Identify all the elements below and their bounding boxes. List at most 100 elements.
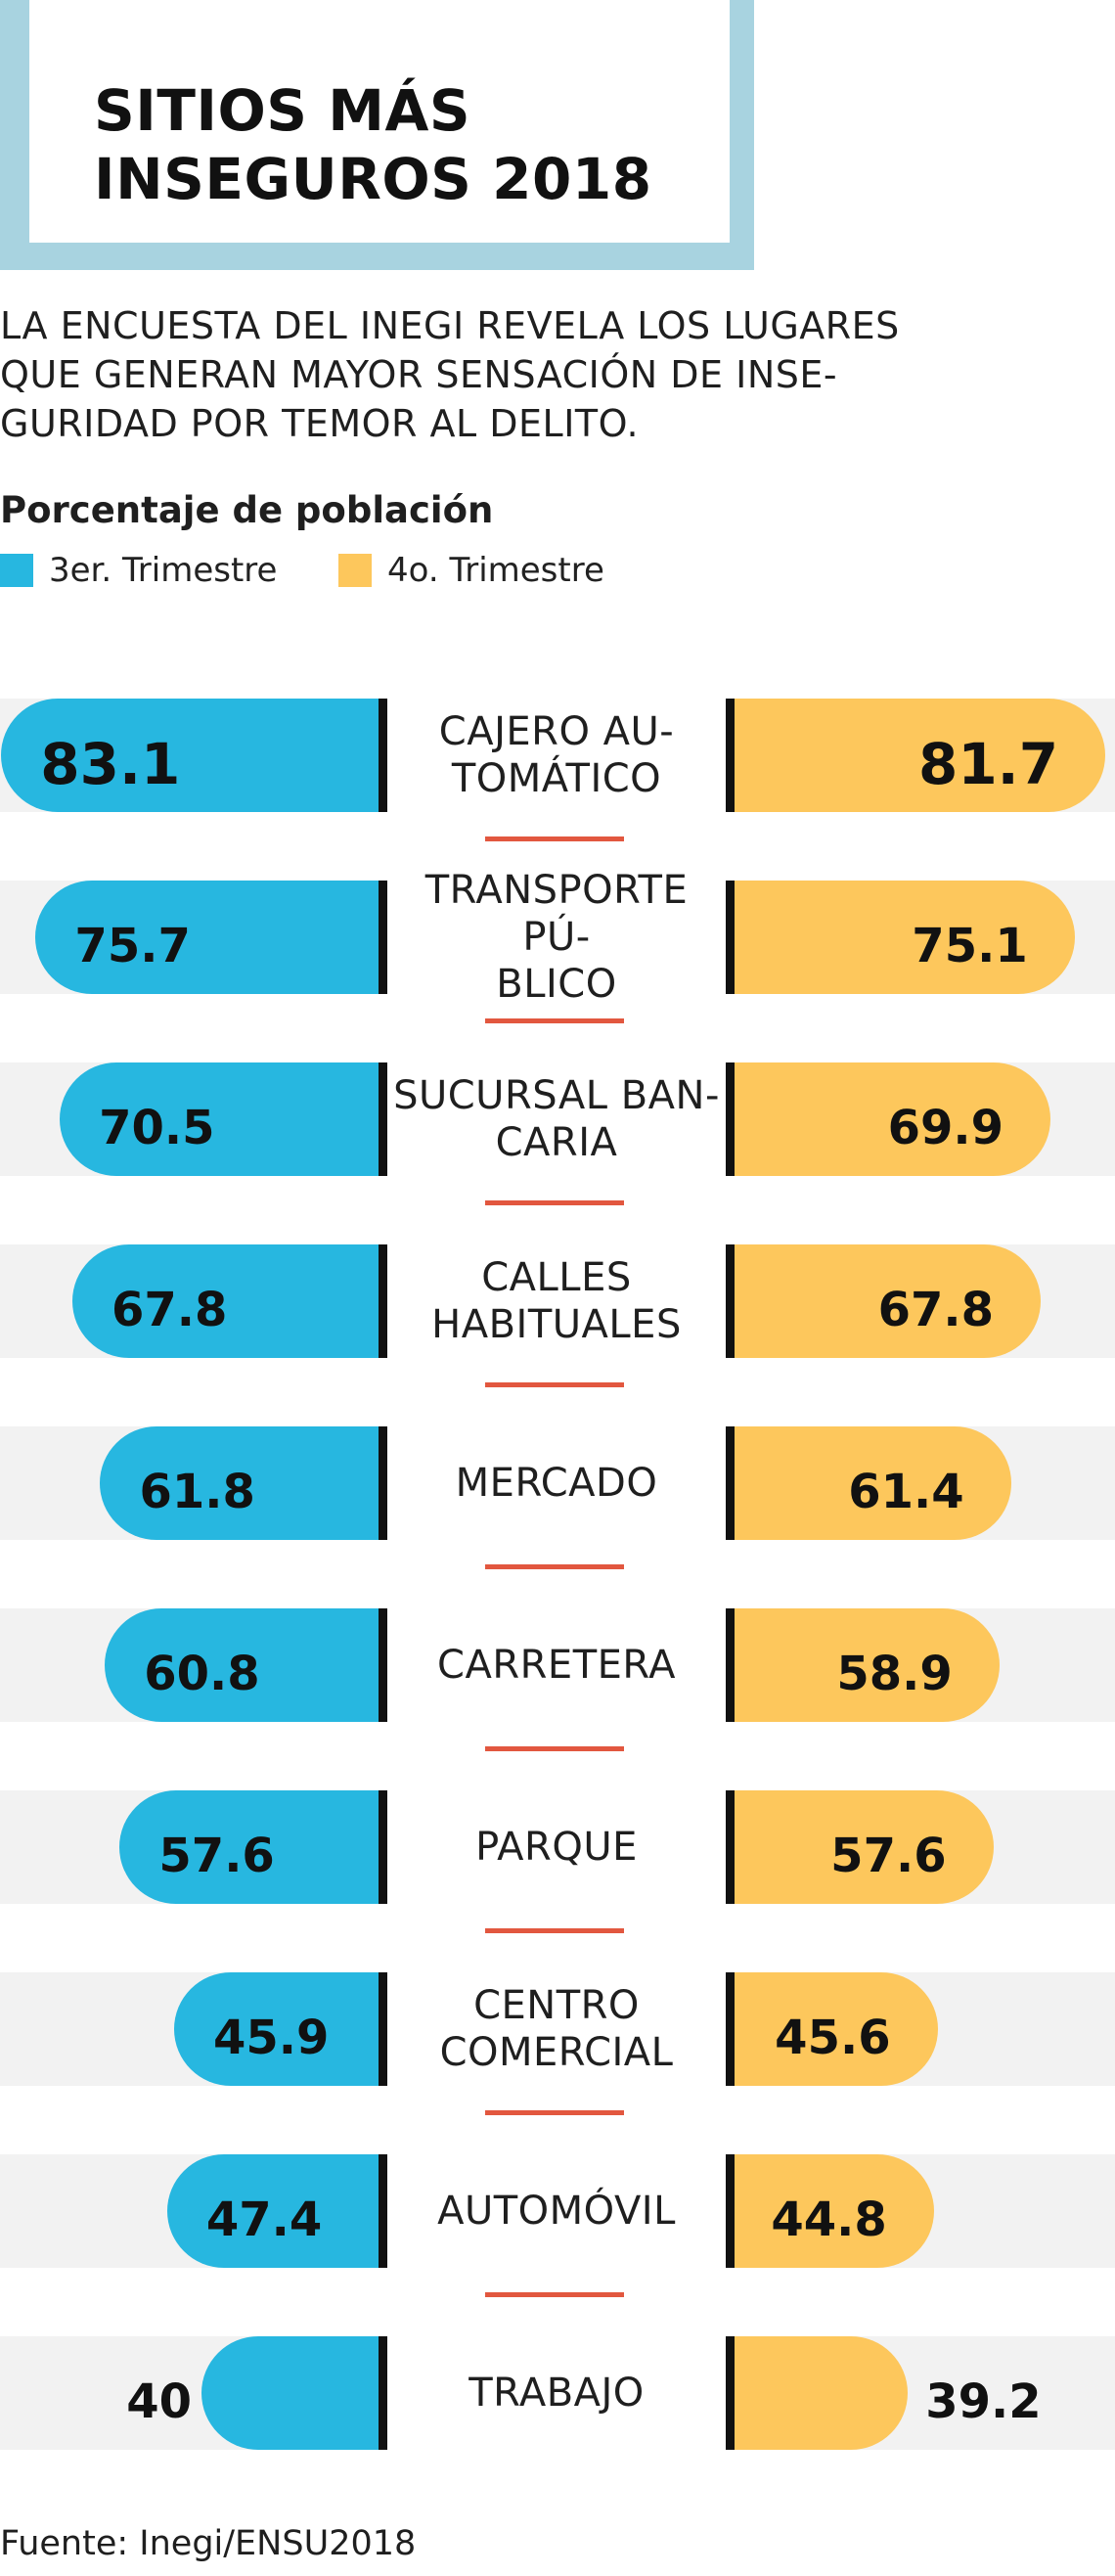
separator-line (485, 2292, 624, 2297)
value-label-q3: 75.7 (74, 919, 191, 973)
axis-line-left (379, 2154, 387, 2268)
legend-label-q3: 3er. Trimestre (49, 551, 278, 590)
axis-line-right (726, 2336, 735, 2450)
bar-q3 (35, 881, 387, 994)
category-label: CENTRO COMERCIAL (439, 1983, 674, 2075)
axis-line-right (726, 1062, 735, 1176)
bar-q3 (1, 699, 387, 812)
bar-q4 (726, 699, 1106, 812)
chart-row: 61.8 61.4 MERCADO (0, 1413, 1115, 1595)
chart-row: 70.5 69.9 SUCURSAL BAN- CARIA (0, 1049, 1115, 1231)
value-label-q3: 57.6 (158, 1829, 275, 1883)
value-label-q4: 67.8 (877, 1283, 995, 1337)
value-label-q3: 61.8 (139, 1465, 255, 1519)
value-label-q4: 45.6 (775, 2011, 891, 2065)
bar-q4 (726, 1062, 1051, 1176)
bar-q4 (726, 2154, 934, 2268)
separator-line (485, 1564, 624, 1569)
axis-line-left (379, 2336, 387, 2450)
axis-line-right (726, 699, 735, 812)
value-label-q3: 70.5 (99, 1101, 215, 1155)
value-label-q4: 58.9 (836, 1647, 953, 1701)
legend-swatch-q3 (0, 554, 33, 587)
legend-swatch-q4 (338, 554, 372, 587)
axis-line-left (379, 1244, 387, 1358)
value-label-q4: 61.4 (848, 1465, 964, 1519)
page-title: SITIOS MÁS INSEGUROS 2018 (94, 77, 652, 212)
axis-line-right (726, 1244, 735, 1358)
separator-line (485, 1200, 624, 1205)
bar-q4 (726, 1790, 994, 1904)
title-frame (0, 0, 754, 270)
axis-line-left (379, 1608, 387, 1722)
value-label-q3: 83.1 (40, 731, 181, 797)
bar-q4 (726, 1244, 1042, 1358)
chart-row: 45.9 45.6 CENTRO COMERCIAL (0, 1959, 1115, 2141)
category-label: TRANSPORTE PÚ- BLICO (424, 868, 689, 1007)
separator-line (485, 1382, 624, 1387)
value-label-q4: 44.8 (771, 2192, 887, 2247)
axis-line-left (379, 1426, 387, 1540)
bar-q3 (71, 1244, 387, 1358)
value-label-q3: 60.8 (144, 1647, 260, 1701)
axis-line-left (379, 1062, 387, 1176)
value-label-q3: 45.9 (212, 2011, 330, 2065)
chart-row: 60.8 58.9 CARRETERA (0, 1595, 1115, 1777)
bar-q3 (166, 2154, 387, 2268)
mirrored-bar-chart: 83.1 81.7 CAJERO AU- TOMÁTICO 75.7 75.1 TRANS… (0, 685, 1115, 2456)
chart-row: 47.4 44.8 AUTOMÓVIL (0, 2141, 1115, 2323)
chart-row: 67.8 67.8 CALLES HABITUALES (0, 1231, 1115, 1413)
chart-row: 40 39.2 TRABAJO (0, 2323, 1115, 2505)
bar-q4 (726, 1972, 938, 2086)
category-label: CAJERO AU- TOMÁTICO (438, 709, 675, 801)
category-label: AUTOMÓVIL (437, 2189, 676, 2234)
intro-text: LA ENCUESTA DEL INEGI REVELA LOS LUGARES… (0, 304, 900, 445)
chart-row: 57.6 57.6 PARQUE (0, 1777, 1115, 1959)
title-box (29, 0, 730, 243)
chart-row: 75.7 75.1 TRANSPORTE PÚ- BLICO (0, 867, 1115, 1049)
category-label: MERCADO (455, 1461, 658, 1506)
chart-subtitle: Porcentaje de población (0, 489, 494, 531)
legend-item-q4: 4o. Trimestre (338, 546, 604, 595)
category-label: TRABAJO (468, 2371, 645, 2416)
bar-q3 (119, 1790, 387, 1904)
value-label-q4: 69.9 (887, 1101, 1004, 1155)
value-label-q3: 67.8 (111, 1283, 228, 1337)
category-label: SUCURSAL BAN- CARIA (393, 1073, 720, 1165)
source-note: Fuente: Inegi/ENSU2018 (0, 2524, 417, 2563)
separator-line (485, 836, 624, 841)
legend: 3er. Trimestre 4o. Trimestre (0, 546, 1076, 595)
axis-line-left (379, 881, 387, 994)
chart-row: 83.1 81.7 CAJERO AU- TOMÁTICO (0, 685, 1115, 867)
axis-line-right (726, 1608, 735, 1722)
axis-line-right (726, 1972, 735, 2086)
bar-q3 (201, 2336, 387, 2450)
axis-line-left (379, 699, 387, 812)
bar-q4 (726, 1426, 1011, 1540)
axis-line-left (379, 1790, 387, 1904)
value-label-q3: 40 (126, 2374, 192, 2429)
value-label-q4: 75.1 (912, 919, 1028, 973)
category-label: CALLES HABITUALES (431, 1255, 682, 1347)
axis-line-right (726, 881, 735, 994)
axis-line-left (379, 1972, 387, 2086)
bar-q3 (100, 1426, 387, 1540)
bar-q3 (105, 1608, 387, 1722)
separator-line (485, 1928, 624, 1933)
bar-q4 (726, 1608, 1000, 1722)
bar-q4 (726, 2336, 909, 2450)
bar-q3 (60, 1062, 387, 1176)
axis-line-right (726, 1426, 735, 1540)
category-label: CARRETERA (437, 1643, 676, 1688)
value-label-q3: 47.4 (205, 2192, 323, 2247)
separator-line (485, 2110, 624, 2115)
value-label-q4: 81.7 (917, 731, 1059, 797)
bar-q3 (173, 1972, 387, 2086)
value-label-q4: 57.6 (830, 1829, 947, 1883)
value-label-q4: 39.2 (925, 2374, 1042, 2429)
bar-q4 (726, 881, 1075, 994)
separator-line (485, 1746, 624, 1751)
category-label: PARQUE (475, 1825, 638, 1870)
legend-item-q3: 3er. Trimestre (0, 546, 277, 595)
axis-line-right (726, 2154, 735, 2268)
